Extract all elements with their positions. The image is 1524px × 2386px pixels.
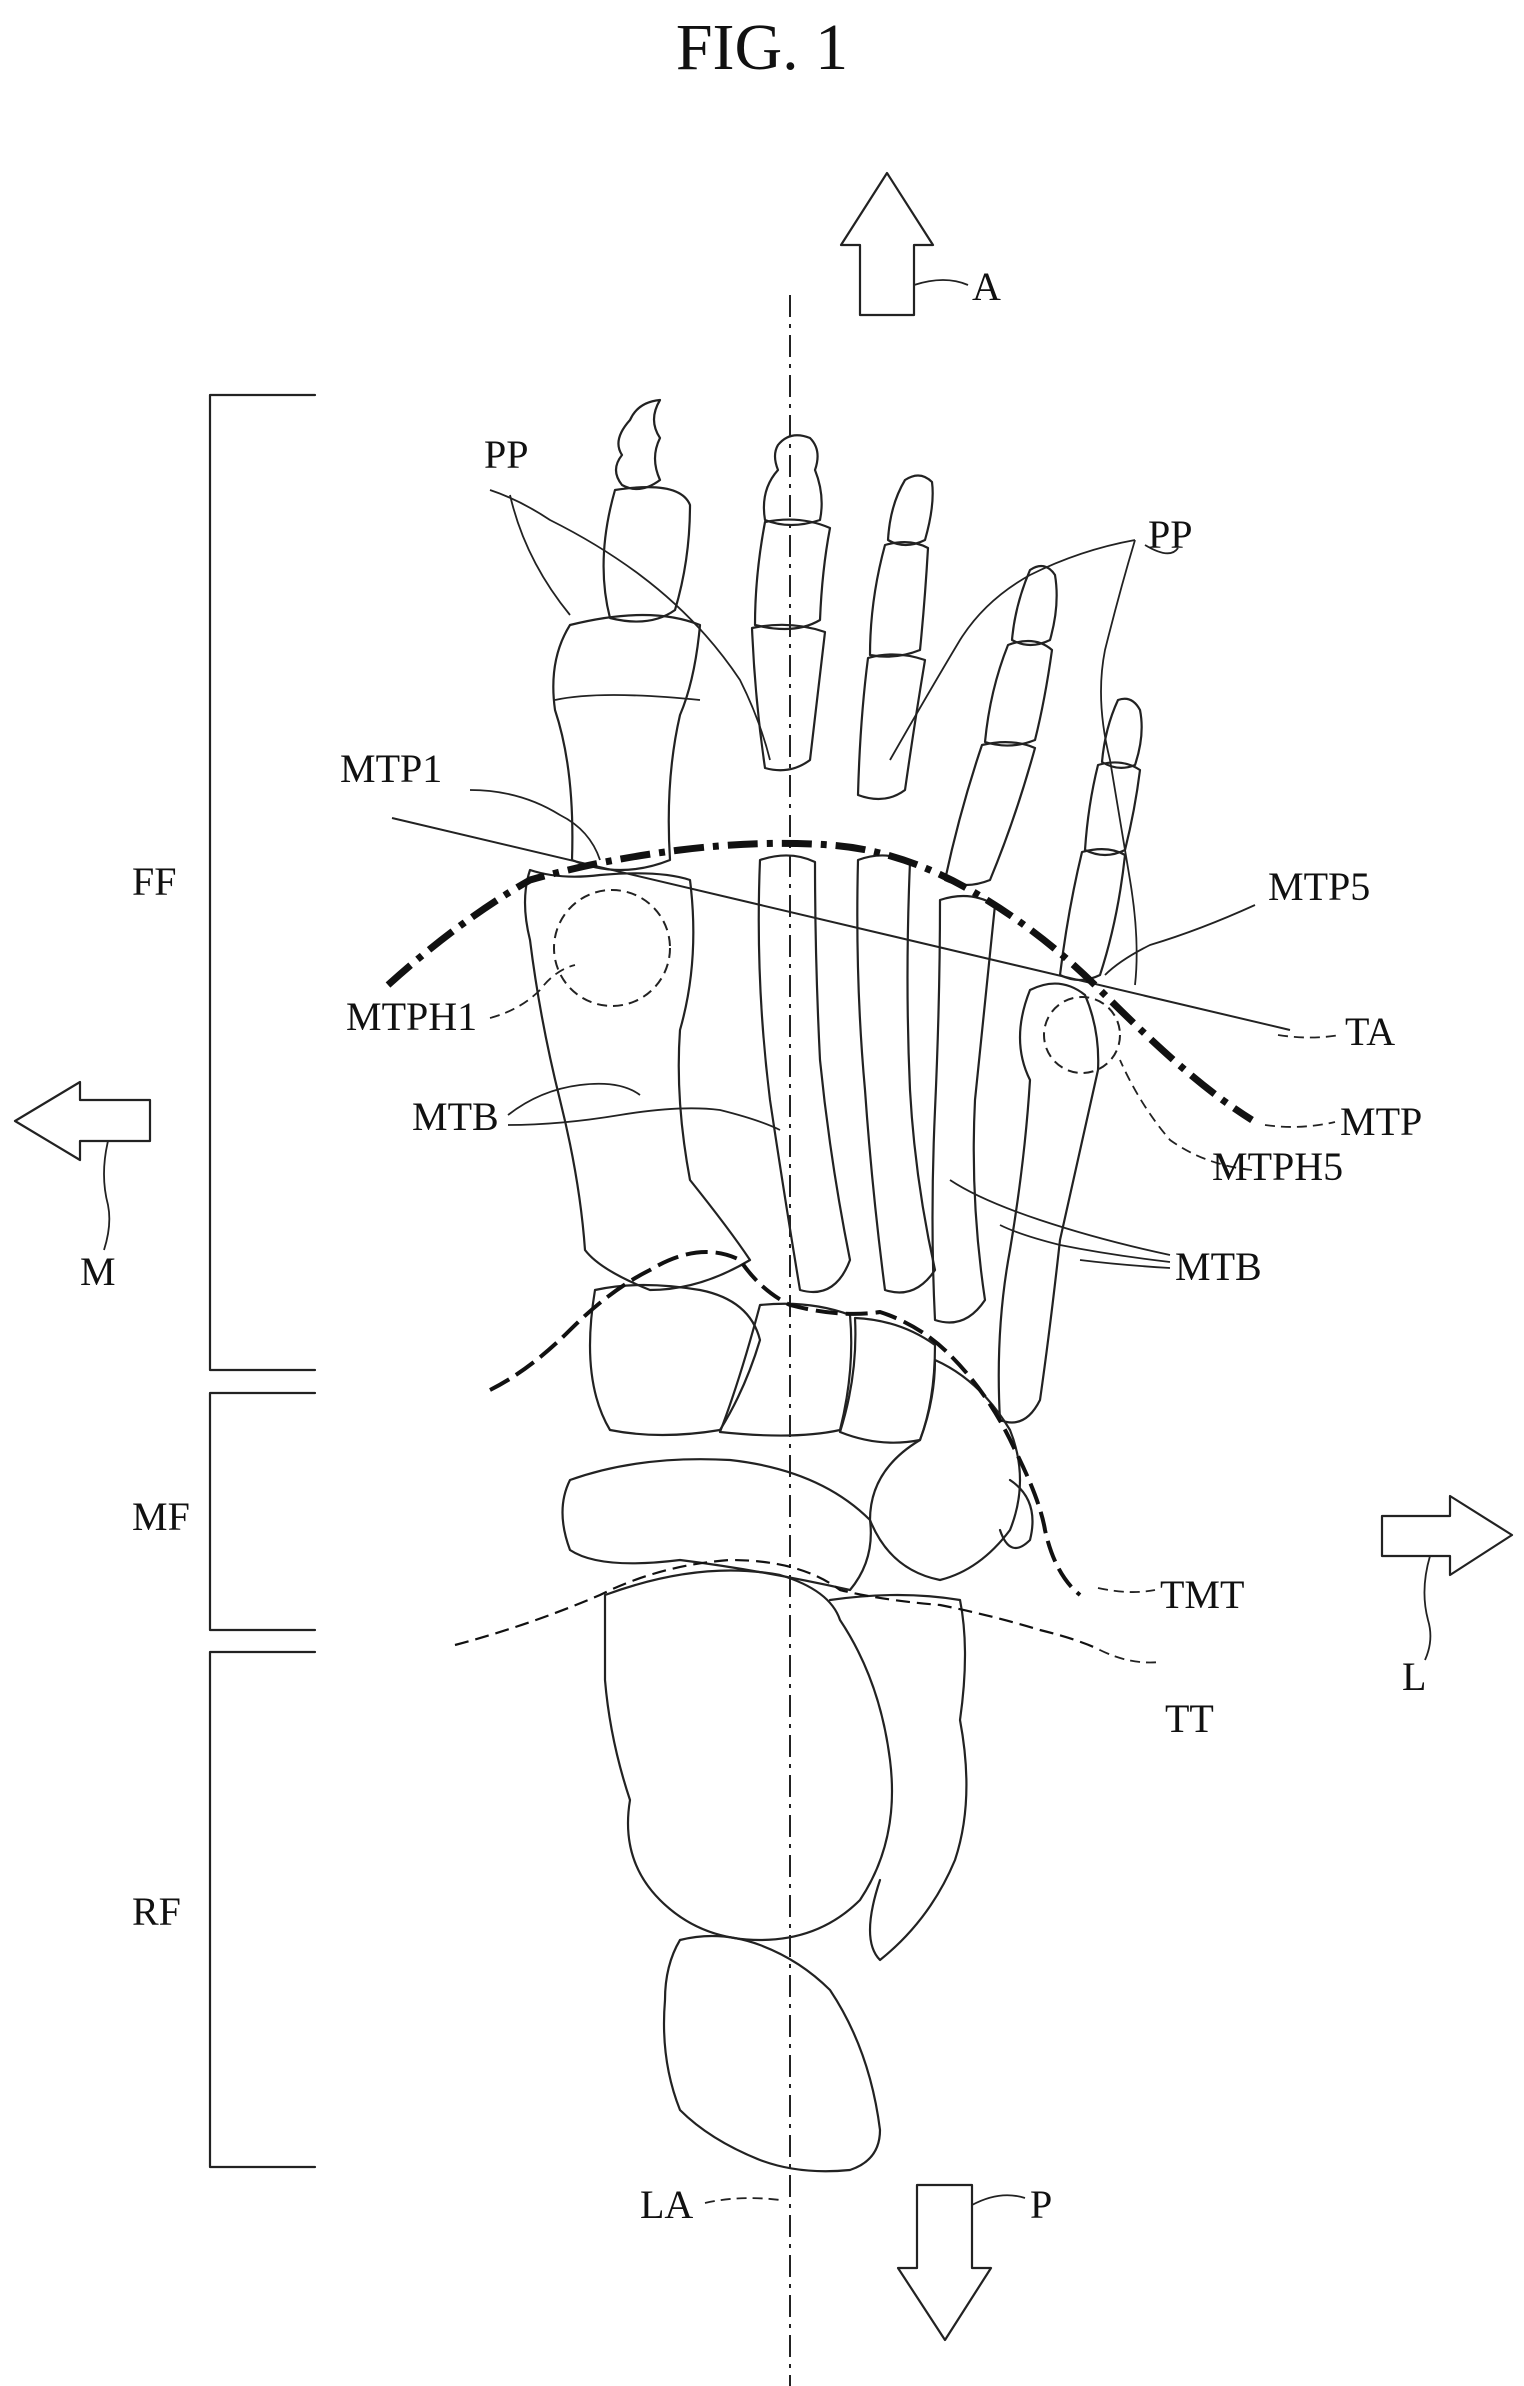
label-la: LA bbox=[640, 2182, 693, 2227]
toe-4-bones bbox=[945, 566, 1057, 885]
label-mtp1: MTP1 bbox=[340, 746, 442, 791]
rearfoot-bracket bbox=[210, 1652, 315, 2167]
label-mtp: MTP bbox=[1340, 1099, 1422, 1144]
midfoot-bracket bbox=[210, 1393, 315, 1630]
label-mtb-right: MTB bbox=[1175, 1244, 1262, 1289]
mtph1-circle bbox=[554, 890, 670, 1006]
leader-lines bbox=[470, 495, 1340, 2203]
label-mf: MF bbox=[132, 1494, 190, 1539]
metatarsal-bones bbox=[525, 855, 1098, 1422]
label-pp-left: PP bbox=[484, 432, 529, 477]
label-rf: RF bbox=[132, 1889, 181, 1934]
mtp-curve bbox=[388, 843, 1252, 1120]
label-mtph5: MTPH5 bbox=[1212, 1144, 1343, 1189]
mtph5-circle bbox=[1044, 997, 1120, 1073]
label-a: A bbox=[972, 264, 1001, 309]
toe-outline-right bbox=[890, 540, 1137, 985]
label-pp-right: PP bbox=[1148, 512, 1193, 557]
label-m: M bbox=[80, 1249, 116, 1294]
toe-5-bones bbox=[1060, 699, 1142, 980]
posterior-arrow-icon bbox=[898, 2185, 1025, 2340]
medial-arrow-icon bbox=[15, 1082, 150, 1250]
label-p: P bbox=[1030, 2182, 1052, 2227]
forefoot-bracket bbox=[210, 395, 315, 1370]
label-mtph1: MTPH1 bbox=[346, 994, 477, 1039]
anterior-arrow-icon bbox=[841, 173, 968, 315]
label-ff: FF bbox=[132, 859, 177, 904]
rearfoot-bones bbox=[605, 1571, 966, 2172]
midfoot-bones bbox=[563, 1285, 1033, 1590]
label-l: L bbox=[1402, 1654, 1426, 1699]
toe-1-bones bbox=[553, 400, 700, 870]
label-mtp5: MTP5 bbox=[1268, 864, 1370, 909]
toe-outline-left bbox=[490, 490, 770, 760]
label-tt: TT bbox=[1165, 1696, 1214, 1741]
label-ta: TA bbox=[1345, 1009, 1395, 1054]
label-tmt: TMT bbox=[1160, 1572, 1244, 1617]
label-mtb-left: MTB bbox=[412, 1094, 499, 1139]
lateral-arrow-icon bbox=[1382, 1496, 1512, 1660]
